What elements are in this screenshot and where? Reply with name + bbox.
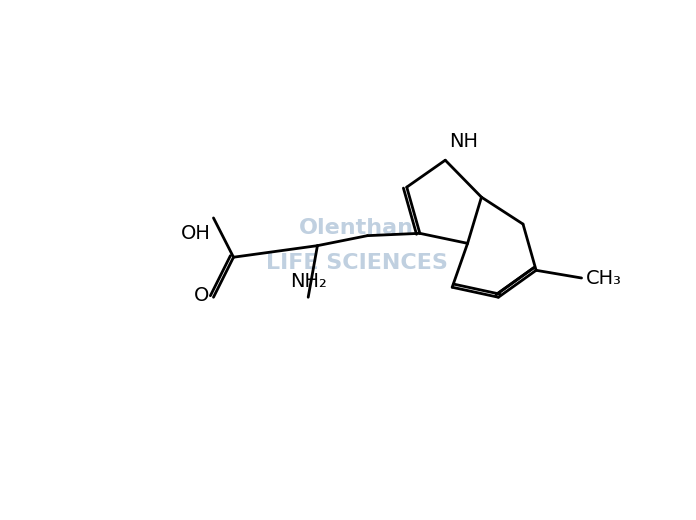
Text: OH: OH bbox=[180, 224, 210, 243]
Text: CH₃: CH₃ bbox=[585, 268, 622, 288]
Text: O: O bbox=[193, 286, 209, 305]
Text: NH: NH bbox=[449, 132, 478, 151]
Text: LIFE SCIENCES: LIFE SCIENCES bbox=[266, 253, 448, 274]
Text: Olenthan: Olenthan bbox=[299, 218, 414, 238]
Text: NH₂: NH₂ bbox=[290, 272, 326, 291]
